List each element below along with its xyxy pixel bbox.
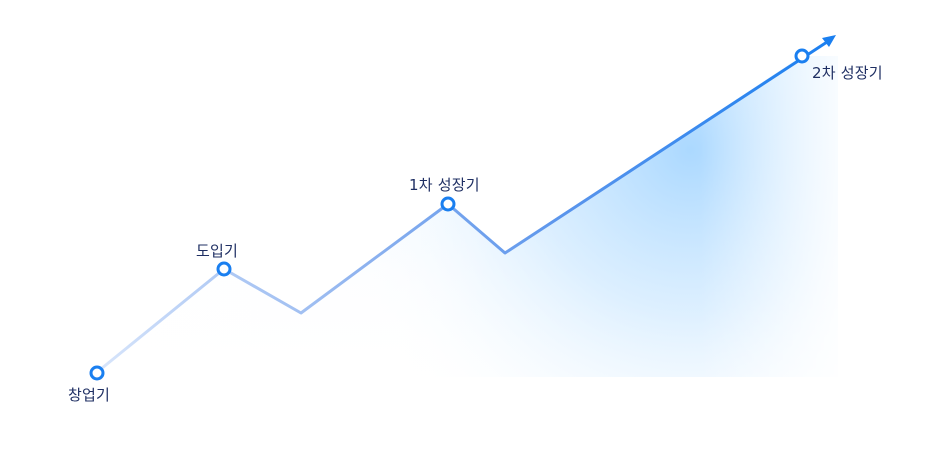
stage-marker-first-growth bbox=[440, 196, 456, 212]
growth-line bbox=[94, 40, 829, 375]
stage-label-introduction: 도입기 bbox=[196, 242, 239, 260]
stage-label-second-growth: 2차 성장기 bbox=[812, 64, 883, 82]
growth-area bbox=[96, 56, 838, 377]
stage-label-first-growth: 1차 성장기 bbox=[409, 176, 480, 194]
arrow-head-icon bbox=[822, 35, 836, 47]
stage-label-startup: 창업기 bbox=[68, 386, 111, 404]
stage-marker-introduction bbox=[216, 261, 232, 277]
stage-marker-startup bbox=[89, 365, 105, 381]
stage-marker-second-growth bbox=[794, 48, 810, 64]
